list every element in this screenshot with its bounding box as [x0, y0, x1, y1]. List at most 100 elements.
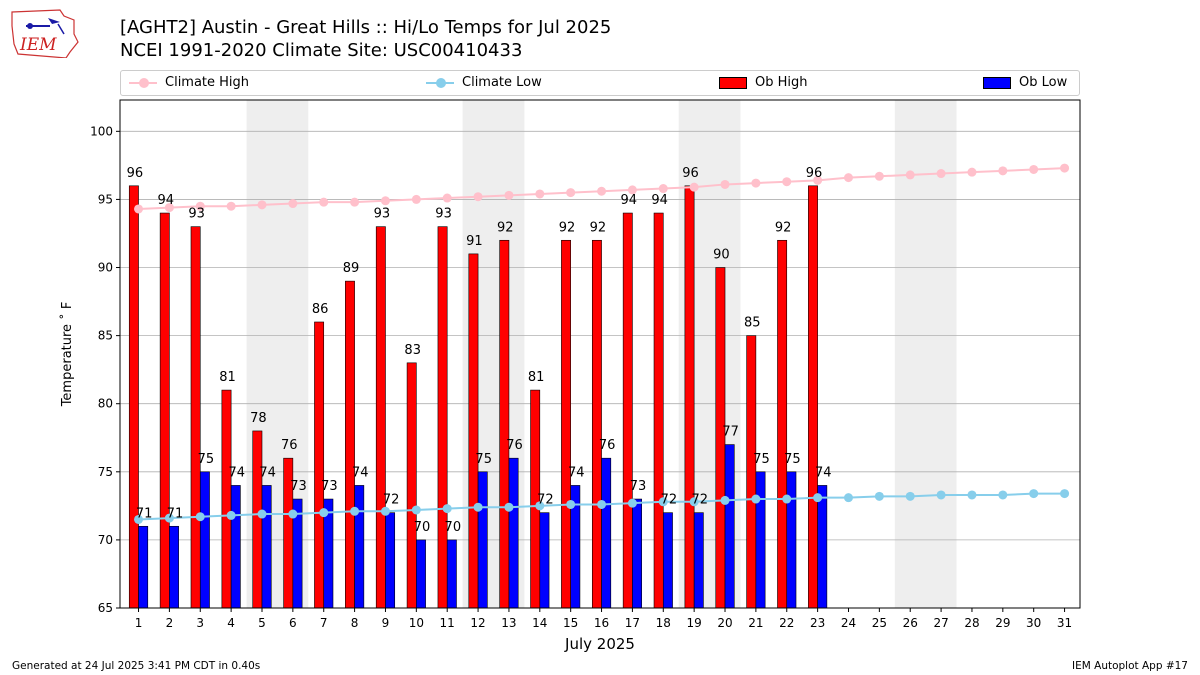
legend-ob-high-label: Ob High [755, 75, 808, 90]
ob-low-bar [755, 471, 766, 609]
x-tick-label: 26 [903, 616, 918, 630]
climate-low-point [967, 490, 977, 500]
climate-low-point [195, 512, 205, 522]
climate-high-point [535, 189, 545, 199]
legend-climate-high-marker [139, 78, 149, 88]
ob-high-label: 78 [250, 411, 267, 426]
climate-low-point [689, 497, 699, 507]
ob-high-bar [530, 389, 541, 609]
ob-low-label: 75 [753, 452, 770, 467]
ob-low-bar [416, 539, 426, 609]
y-tick-label: 95 [98, 192, 113, 206]
weekend-shade [246, 100, 309, 608]
ob-high-label: 96 [127, 166, 144, 181]
ob-high-bar [808, 185, 818, 609]
ob-low-bar [138, 525, 149, 609]
ob-high-bar [746, 335, 757, 609]
ob-low-bar [323, 498, 334, 609]
ob-high-label: 93 [374, 207, 391, 222]
ob-high-label: 94 [157, 193, 174, 208]
climate-high-point [411, 194, 421, 204]
x-tick-label: 3 [196, 616, 204, 630]
y-tick-label: 70 [98, 533, 113, 547]
y-tick-label: 80 [98, 397, 113, 411]
climate-high-point [319, 197, 329, 207]
ob-high-label: 92 [590, 220, 607, 235]
x-tick-label: 15 [563, 616, 578, 630]
ob-low-bar [446, 539, 457, 609]
climate-low-point [627, 498, 637, 508]
ob-high-label: 81 [219, 370, 236, 385]
ob-low-label: 72 [692, 493, 709, 508]
weekend-shade [894, 100, 957, 608]
climate-high-point [936, 169, 946, 179]
climate-low-point [566, 499, 576, 509]
ob-high-label: 92 [497, 220, 514, 235]
climate-low-point [1029, 489, 1039, 499]
ob-high-label: 93 [435, 207, 452, 222]
climate-low-point [782, 494, 792, 504]
climate-low-point [380, 506, 390, 516]
climate-low-point [597, 499, 607, 509]
climate-low-point [751, 494, 761, 504]
ob-high-label: 94 [621, 193, 638, 208]
climate-low-point [504, 502, 514, 512]
climate-high-point [473, 192, 483, 202]
climate-high-point [998, 166, 1008, 176]
ob-high-label: 81 [528, 370, 545, 385]
ob-high-bar [653, 212, 664, 609]
footer-app: IEM Autoplot App #17 [1072, 660, 1188, 672]
ob-high-bar [499, 239, 510, 609]
x-tick-label: 23 [810, 616, 825, 630]
legend-ob-high-swatch [719, 77, 747, 89]
ob-low-label: 72 [537, 493, 554, 508]
climate-low-point [874, 491, 884, 501]
ob-low-bar [539, 512, 550, 609]
ob-high-label: 93 [188, 207, 205, 222]
climate-low-point [134, 514, 144, 524]
weekend-shade [678, 100, 741, 608]
logo-text: IEM [19, 35, 57, 55]
ob-low-label: 75 [475, 452, 492, 467]
ob-low-label: 74 [228, 465, 245, 480]
ob-low-bar [169, 525, 179, 609]
ob-high-bar [252, 430, 263, 609]
legend-climate-low-marker [436, 78, 446, 88]
ob-low-label: 74 [259, 465, 276, 480]
climate-high-point [257, 200, 267, 210]
climate-low-point [1060, 489, 1070, 499]
climate-high-point [627, 185, 637, 195]
x-tick-label: 17 [625, 616, 640, 630]
y-tick-label: 85 [98, 329, 113, 343]
chart-subtitle: NCEI 1991-2020 Climate Site: USC00410433 [120, 40, 523, 61]
climate-high-point [658, 184, 668, 194]
climate-low-point [720, 495, 730, 505]
climate-high-point [380, 196, 390, 206]
ob-high-bar [437, 226, 448, 609]
ob-low-bar [724, 444, 735, 609]
climate-low-point [473, 502, 483, 512]
x-tick-label: 21 [748, 616, 763, 630]
weekend-shade [462, 100, 525, 608]
climate-low-point [813, 493, 823, 503]
y-tick-label: 90 [98, 261, 113, 275]
ob-low-label: 73 [321, 479, 338, 494]
ob-low-label: 71 [136, 506, 153, 521]
ob-high-bar [406, 362, 417, 609]
climate-low-point [257, 509, 267, 519]
x-tick-label: 14 [532, 616, 547, 630]
ob-low-label: 75 [198, 452, 215, 467]
x-tick-label: 29 [995, 616, 1010, 630]
ob-low-label: 74 [815, 465, 832, 480]
ob-low-label: 77 [722, 425, 739, 440]
climate-high-point [874, 171, 884, 181]
climate-low-point [905, 491, 915, 501]
ob-low-bar [477, 471, 488, 609]
y-tick-label: 65 [98, 601, 113, 615]
climate-high-point [843, 173, 853, 183]
ob-high-bar [283, 457, 294, 609]
ob-high-bar [468, 253, 479, 609]
ob-high-label: 94 [651, 193, 668, 208]
ob-high-bar [221, 389, 232, 609]
ob-high-bar [777, 239, 788, 609]
